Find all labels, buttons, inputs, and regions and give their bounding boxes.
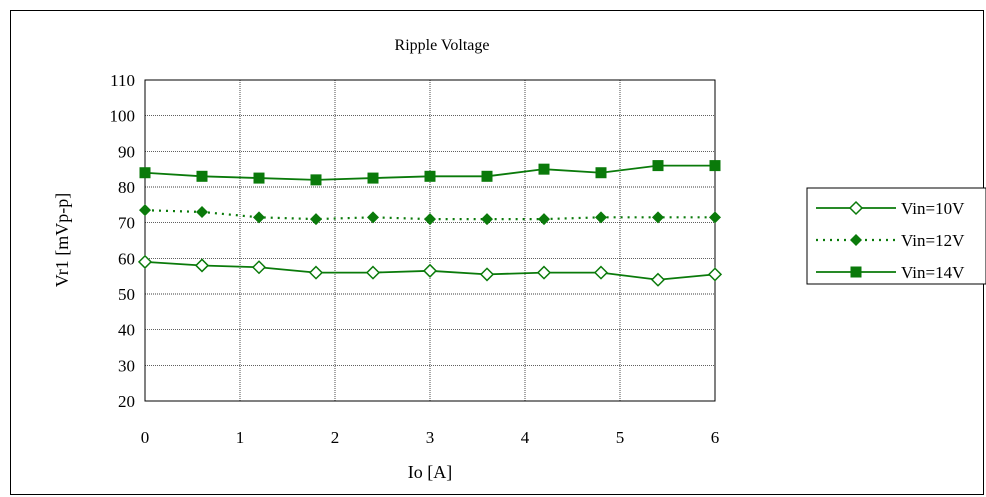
y-tick-label: 80 (118, 178, 135, 197)
x-axis-label: Io [A] (408, 462, 452, 482)
series-vin-12v (139, 204, 721, 226)
data-point-vin-12v (481, 213, 493, 226)
data-point-vin-10v (593, 265, 609, 280)
data-point-vin-12v (196, 205, 208, 218)
data-point-vin-12v (595, 211, 607, 224)
data-point-vin-14v (424, 170, 436, 182)
gridlines (145, 80, 715, 401)
x-tick-label: 3 (426, 428, 435, 447)
data-point-vin-14v (652, 160, 664, 172)
data-point-vin-10v (308, 265, 324, 280)
legend-marker (850, 234, 862, 246)
data-point-vin-10v (650, 272, 666, 287)
y-tick-label: 30 (118, 356, 135, 375)
y-tick-label: 40 (118, 321, 135, 340)
data-point-vin-10v (194, 258, 210, 273)
data-point-vin-12v (139, 204, 151, 217)
data-point-vin-14v (139, 167, 151, 179)
legend-item-vin-12v: Vin=12V (816, 231, 965, 250)
y-axis-label: Vr1 [mVp-p] (52, 193, 72, 287)
x-tick-label: 1 (236, 428, 245, 447)
data-point-vin-12v (652, 211, 664, 224)
x-tick-label: 4 (521, 428, 530, 447)
legend-item-vin-14v: Vin=14V (816, 263, 965, 282)
legend-marker (848, 200, 864, 216)
legend-label: Vin=14V (901, 263, 965, 282)
y-tick-label: 110 (110, 71, 135, 90)
y-tick-label: 100 (110, 107, 136, 126)
data-point-vin-10v (422, 263, 438, 278)
data-point-vin-10v (536, 265, 552, 280)
x-tick-label: 2 (331, 428, 340, 447)
legend (806, 187, 986, 285)
data-point-vin-14v (196, 170, 208, 182)
data-point-vin-14v (253, 172, 265, 184)
data-point-vin-12v (709, 211, 721, 224)
series-vin-14v (139, 160, 721, 186)
data-point-vin-10v (365, 265, 381, 280)
data-point-vin-10v (707, 267, 723, 282)
legend-label: Vin=10V (901, 199, 965, 218)
data-point-vin-10v (137, 254, 153, 269)
x-tick-label: 5 (616, 428, 625, 447)
data-point-vin-14v (310, 174, 322, 186)
y-tick-label: 70 (118, 214, 135, 233)
y-tick-labels: 20 30 40 50 60 70 80 90 100 110 (110, 71, 136, 411)
legend-item-vin-10v: Vin=10V (816, 199, 965, 218)
legend-marker (850, 266, 862, 278)
data-point-vin-14v (367, 172, 379, 184)
x-tick-label: 0 (141, 428, 150, 447)
x-tick-label: 6 (711, 428, 720, 447)
y-tick-label: 90 (118, 142, 135, 161)
y-tick-label: 20 (118, 392, 135, 411)
data-point-vin-14v (709, 160, 721, 172)
data-point-vin-10v (251, 260, 267, 275)
y-tick-label: 60 (118, 249, 135, 268)
data-point-vin-14v (481, 170, 493, 182)
legend-items: Vin=10V Vin=12V Vin=14V (816, 199, 965, 282)
data-point-vin-12v (367, 211, 379, 224)
chart-title: Ripple Voltage (395, 37, 490, 54)
data-point-vin-12v (310, 213, 322, 226)
data-point-vin-12v (424, 213, 436, 226)
data-point-vin-14v (538, 163, 550, 175)
series-vin-10v (137, 254, 723, 287)
data-point-vin-12v (253, 211, 265, 224)
x-tick-labels: 0 1 2 3 4 5 6 (141, 428, 720, 447)
legend-label: Vin=12V (901, 231, 965, 250)
data-point-vin-10v (479, 267, 495, 282)
data-point-vin-12v (538, 213, 550, 226)
series-layer (137, 160, 723, 287)
y-tick-label: 50 (118, 285, 135, 304)
data-point-vin-14v (595, 167, 607, 179)
